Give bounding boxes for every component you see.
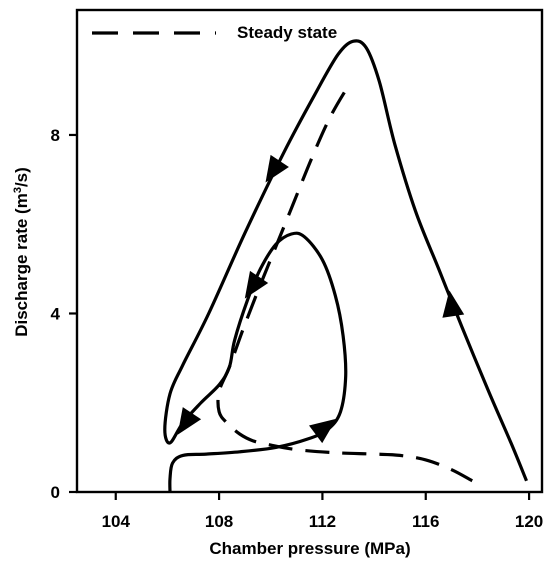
- direction-arrow-2: [244, 270, 269, 299]
- series-line-steady-state: [216, 85, 473, 483]
- y-axis-title-superscript: 3: [12, 187, 24, 193]
- y-axis-title-main: Discharge rate (m: [12, 193, 31, 337]
- x-tick-label-120: 120: [515, 512, 543, 531]
- series-layer: [163, 39, 528, 493]
- direction-arrow-4: [309, 418, 337, 444]
- x-tick-label-112: 112: [309, 512, 336, 531]
- y-axis-title-end: /s): [12, 167, 31, 187]
- x-tick-label-104: 104: [102, 512, 131, 531]
- y-tick-label-4: 4: [51, 304, 61, 323]
- plot-frame: [75, 8, 544, 494]
- arrow-markers: [177, 154, 465, 444]
- x-axis-title: Chamber pressure (MPa): [209, 539, 410, 558]
- y-axis-ticks: 0 4 8: [51, 126, 77, 502]
- y-tick-label-8: 8: [51, 126, 60, 145]
- y-axis-title: Discharge rate (m3/s): [12, 167, 31, 337]
- x-axis-ticks: 104 108 112 116 120: [102, 492, 543, 531]
- x-tick-label-116: 116: [412, 512, 439, 531]
- y-tick-label-0: 0: [51, 483, 60, 502]
- direction-arrow-1: [265, 154, 289, 183]
- direction-arrow-3: [177, 407, 202, 435]
- series-line-cycle: [163, 39, 528, 493]
- direction-arrow-5: [442, 290, 465, 318]
- legend: Steady state: [92, 23, 337, 42]
- legend-label-steady-state: Steady state: [237, 23, 337, 42]
- x-tick-label-108: 108: [205, 512, 233, 531]
